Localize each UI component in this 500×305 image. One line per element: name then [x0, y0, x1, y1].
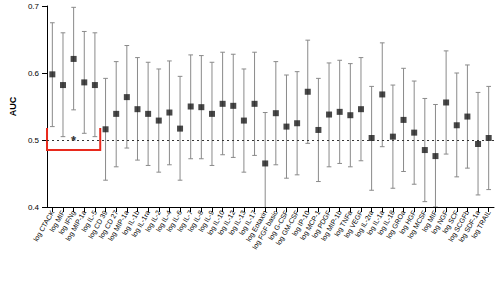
- svg-text:log GROa: log GROa: [385, 209, 407, 240]
- svg-text:log IL-8: log IL-8: [186, 209, 205, 233]
- svg-text:log CTACK: log CTACK: [32, 209, 56, 243]
- svg-text:log MIP-1b: log MIP-1b: [319, 209, 343, 242]
- svg-text:log MIF: log MIF: [420, 209, 439, 233]
- svg-text:log IL-9: log IL-9: [197, 209, 215, 233]
- svg-text:log MIP-1a: log MIP-1a: [64, 209, 88, 242]
- svg-text:log IP-10: log IP-10: [290, 209, 311, 237]
- svg-text:log NGF: log NGF: [430, 209, 450, 236]
- svg-text:log MCSF: log MCSF: [406, 209, 428, 240]
- svg-text:0.4: 0.4: [28, 203, 40, 212]
- svg-text:log IFNg: log IFNg: [57, 209, 77, 236]
- svg-text:0.5: 0.5: [28, 136, 40, 145]
- svg-text:log SCGFb: log SCGFb: [447, 209, 471, 243]
- svg-text:log IL-1a: log IL-1a: [365, 209, 386, 237]
- svg-text:log VEGF: log VEGF: [342, 209, 364, 239]
- svg-text:log IL-18: log IL-18: [376, 209, 396, 237]
- svg-text:log Eotaxin: log Eotaxin: [244, 209, 269, 243]
- svg-text:log TRAIL: log TRAIL: [470, 209, 492, 240]
- svg-text:log SCF: log SCF: [441, 209, 460, 235]
- svg-text:log CD 39: log CD 39: [87, 209, 109, 240]
- svg-text:log SDF-1a: log SDF-1a: [457, 209, 482, 244]
- svg-text:log IL-10: log IL-10: [206, 209, 226, 237]
- svg-text:log IL-7: log IL-7: [176, 209, 194, 233]
- svg-text:log IL-17: log IL-17: [237, 209, 258, 237]
- svg-text:log MCP-1: log MCP-1: [298, 209, 322, 242]
- svg-text:log CD 27: log CD 27: [97, 209, 120, 240]
- svg-text:0.7: 0.7: [28, 2, 40, 11]
- svg-text:log MIF: log MIF: [48, 209, 66, 233]
- svg-text:log IL-13: log IL-13: [227, 209, 247, 237]
- svg-text:log IL-1b: log IL-1b: [120, 209, 141, 237]
- svg-text:log IL-5: log IL-5: [80, 209, 98, 233]
- svg-text:log GM-CSF: log GM-CSF: [274, 209, 301, 247]
- svg-text:log MIP-1a: log MIP-1a: [106, 209, 130, 242]
- svg-text:log IL-2: log IL-2: [144, 209, 162, 233]
- svg-text:log IL-4: log IL-4: [154, 209, 173, 233]
- svg-text:log FGF basic: log FGF basic: [251, 209, 279, 251]
- svg-text:log G-CSF: log G-CSF: [266, 209, 290, 242]
- svg-text:log HGF: log HGF: [398, 209, 418, 236]
- svg-text:log IL-12: log IL-12: [216, 209, 237, 237]
- svg-text:log IL-1ra: log IL-1ra: [130, 209, 152, 239]
- svg-text:log IL-6: log IL-6: [165, 209, 184, 233]
- svg-text:AUC: AUC: [8, 96, 18, 116]
- svg-text:log PDGF: log PDGF: [310, 209, 333, 240]
- svg-text:0.6: 0.6: [28, 69, 40, 78]
- svg-text:log TNFa: log TNFa: [333, 209, 354, 238]
- svg-text:*: *: [71, 133, 77, 148]
- svg-text:log IL-2ra: log IL-2ra: [353, 209, 375, 239]
